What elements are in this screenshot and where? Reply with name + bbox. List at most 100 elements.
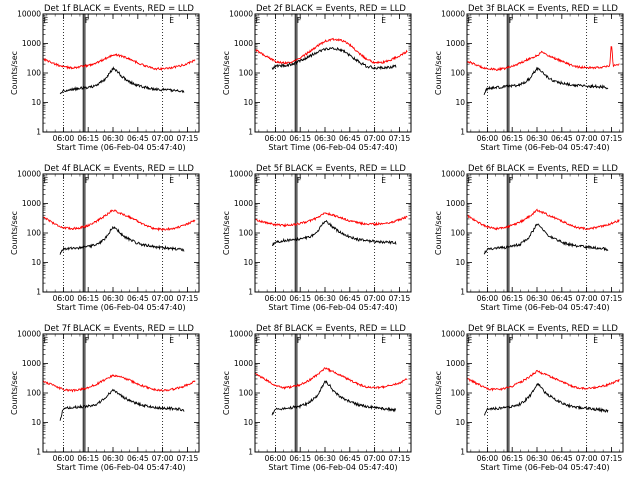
y-tick-label: 1000 xyxy=(234,359,253,368)
y-tick-label: 100 xyxy=(27,389,42,398)
x-tick-label: 07:15 xyxy=(389,454,411,463)
x-tick-label: 06:45 xyxy=(551,134,573,143)
x-tick-label: 06:45 xyxy=(551,294,573,303)
panel-title: Det 9f BLACK = Events, RED = LLD xyxy=(468,324,618,334)
y-tick-label: 100 xyxy=(239,389,254,398)
x-axis-label: Start Time (06-Feb-04 05:47:40) xyxy=(56,463,185,472)
x-tick-label: 06:15 xyxy=(77,134,99,143)
x-tick-label: 06:30 xyxy=(102,454,124,463)
x-tick-label: 07:15 xyxy=(177,134,199,143)
event-marker-label: F xyxy=(85,16,89,25)
x-axis-label: Start Time (06-Feb-04 05:47:40) xyxy=(480,303,609,312)
y-tick-label: 1000 xyxy=(22,199,41,208)
series-line-black xyxy=(59,388,185,421)
plot-frame xyxy=(42,333,200,453)
x-tick-label: 07:00 xyxy=(576,454,598,463)
series-line-red xyxy=(43,374,196,393)
y-tick-label: 10 xyxy=(243,98,253,107)
x-tick-label: 07:00 xyxy=(576,294,598,303)
x-tick-label: 06:45 xyxy=(339,134,361,143)
y-tick-label: 1000 xyxy=(234,199,253,208)
y-axis-label: Counts/sec xyxy=(434,211,443,255)
panel-title: Det 6f BLACK = Events, RED = LLD xyxy=(468,164,618,174)
series-line-red xyxy=(467,208,620,231)
series-line-red xyxy=(255,211,408,228)
event-marker-label: F xyxy=(509,16,513,25)
x-tick-label: 07:00 xyxy=(152,134,174,143)
event-marker-label: F xyxy=(509,176,513,185)
y-tick-label: 100 xyxy=(27,229,42,238)
x-tick-label: 07:15 xyxy=(601,294,623,303)
event-marker-label: E xyxy=(593,16,598,25)
y-tick-label: 1 xyxy=(248,288,253,297)
panel-3: Det 3f BLACK = Events, RED = LLD 1 10 100 10… xyxy=(434,4,624,152)
y-tick-label: 1 xyxy=(36,288,41,297)
y-tick-label: 1 xyxy=(460,288,465,297)
series-line-black xyxy=(59,225,185,255)
y-tick-label: 100 xyxy=(27,69,42,78)
y-axis-label: Counts/sec xyxy=(10,371,19,415)
y-tick-label: 10000 xyxy=(229,170,253,179)
panel-1: Det 1f BLACK = Events, RED = LLD 1 10 100 10… xyxy=(10,4,200,152)
x-axis-label: Start Time (06-Feb-04 05:47:40) xyxy=(480,463,609,472)
x-tick-label: 06:45 xyxy=(127,454,149,463)
x-tick-label: 06:30 xyxy=(526,454,548,463)
y-tick-label: 10000 xyxy=(17,10,41,19)
series-line-red xyxy=(467,46,620,72)
y-tick-label: 1 xyxy=(36,128,41,137)
event-marker-label: E xyxy=(593,336,598,345)
series-line-red xyxy=(43,209,196,232)
panel-title: Det 5f BLACK = Events, RED = LLD xyxy=(256,164,406,174)
x-tick-label: 06:00 xyxy=(53,134,75,143)
x-tick-label: 07:00 xyxy=(576,134,598,143)
y-tick-label: 1 xyxy=(36,448,41,457)
plot-frame xyxy=(254,173,412,293)
y-tick-label: 10000 xyxy=(17,170,41,179)
y-tick-label: 10 xyxy=(455,258,465,267)
x-tick-label: 06:30 xyxy=(314,294,336,303)
event-marker-label: E xyxy=(468,176,473,185)
y-tick-label: 100 xyxy=(451,69,466,78)
event-marker-label: E xyxy=(468,16,473,25)
event-marker-label: F xyxy=(85,176,89,185)
y-tick-label: 10 xyxy=(455,98,465,107)
panel-title: Det 7f BLACK = Events, RED = LLD xyxy=(44,324,194,334)
series-line-black xyxy=(59,66,185,95)
series-line-red xyxy=(255,367,408,390)
event-marker-label: E xyxy=(44,176,49,185)
event-marker-label: E xyxy=(381,336,386,345)
x-tick-label: 06:30 xyxy=(526,134,548,143)
x-tick-label: 06:00 xyxy=(265,294,287,303)
x-tick-label: 06:30 xyxy=(314,134,336,143)
x-tick-label: 06:15 xyxy=(289,294,311,303)
series-line-black xyxy=(272,219,397,247)
y-axis-label: Counts/sec xyxy=(222,51,231,95)
x-tick-label: 06:00 xyxy=(265,454,287,463)
series-line-red xyxy=(255,37,408,65)
y-tick-label: 10 xyxy=(243,258,253,267)
panel-title: Det 3f BLACK = Events, RED = LLD xyxy=(468,4,618,14)
x-tick-label: 06:45 xyxy=(339,454,361,463)
y-tick-label: 1 xyxy=(460,448,465,457)
x-tick-label: 06:30 xyxy=(314,454,336,463)
y-tick-label: 1000 xyxy=(446,359,465,368)
x-tick-label: 06:00 xyxy=(477,294,499,303)
series-line-black xyxy=(271,380,396,416)
y-tick-label: 10000 xyxy=(229,330,253,339)
plot-frame xyxy=(466,13,624,133)
series-line-black xyxy=(271,46,397,71)
x-axis-label: Start Time (06-Feb-04 05:47:40) xyxy=(268,303,397,312)
event-marker-label: E xyxy=(169,16,174,25)
x-tick-label: 06:45 xyxy=(339,294,361,303)
x-tick-label: 07:00 xyxy=(364,454,386,463)
plot-frame xyxy=(254,13,412,133)
y-tick-label: 100 xyxy=(451,229,466,238)
x-tick-label: 07:15 xyxy=(601,134,623,143)
x-tick-label: 06:00 xyxy=(53,294,75,303)
x-axis-label: Start Time (06-Feb-04 05:47:40) xyxy=(56,143,185,152)
x-tick-label: 07:00 xyxy=(152,454,174,463)
plot-frame xyxy=(42,13,200,133)
event-marker-label: E xyxy=(169,336,174,345)
series-line-black xyxy=(483,66,609,96)
x-tick-label: 06:45 xyxy=(551,454,573,463)
